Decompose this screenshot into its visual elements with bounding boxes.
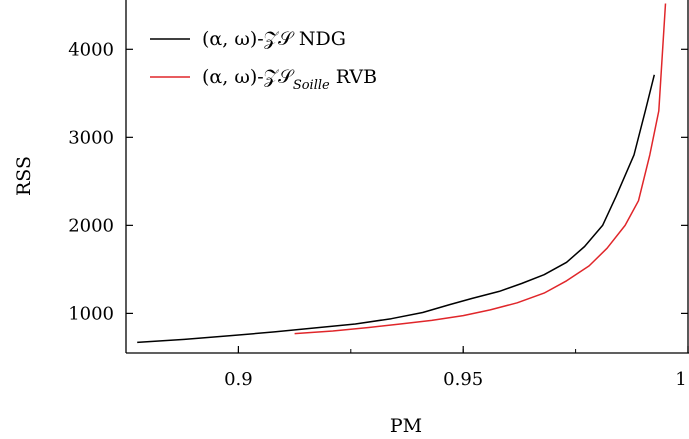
y-tick-label: 2000 bbox=[68, 215, 114, 236]
y-tick-label: 3000 bbox=[68, 127, 114, 148]
series-line-soille-rvb bbox=[294, 3, 667, 335]
legend-label-soille: (α, ω)-𝒵𝒮Soille RVB bbox=[202, 66, 377, 93]
y-axis-title: RSS bbox=[13, 156, 35, 196]
legend-label-soille-subscript: Soille bbox=[293, 78, 330, 93]
legend-label-ndg: (α, ω)-𝒵𝒮 NDG bbox=[202, 28, 346, 50]
x-tick-label: 0.95 bbox=[443, 369, 483, 390]
x-tick-label: 0.9 bbox=[224, 369, 253, 390]
y-tick-label: 1000 bbox=[68, 303, 114, 324]
x-tick-label: 1 bbox=[675, 369, 686, 390]
legend: (α, ω)-𝒵𝒮 NDG (α, ω)-𝒵𝒮Soille RVB bbox=[150, 28, 377, 93]
x-axis-title: PM bbox=[390, 415, 422, 437]
legend-label-soille-main: (α, ω)-𝒵𝒮 bbox=[202, 66, 295, 88]
axis-ticks: 0.9 0.95 1 1000 2000 3000 4000 bbox=[68, 39, 689, 390]
y-tick-label: 4000 bbox=[68, 39, 114, 60]
legend-label-soille-suffix: RVB bbox=[330, 66, 377, 88]
series-lines bbox=[137, 3, 667, 344]
series-line-ndg bbox=[137, 74, 656, 344]
plot-area: 0.9 0.95 1 1000 2000 3000 4000 bbox=[68, 0, 689, 390]
